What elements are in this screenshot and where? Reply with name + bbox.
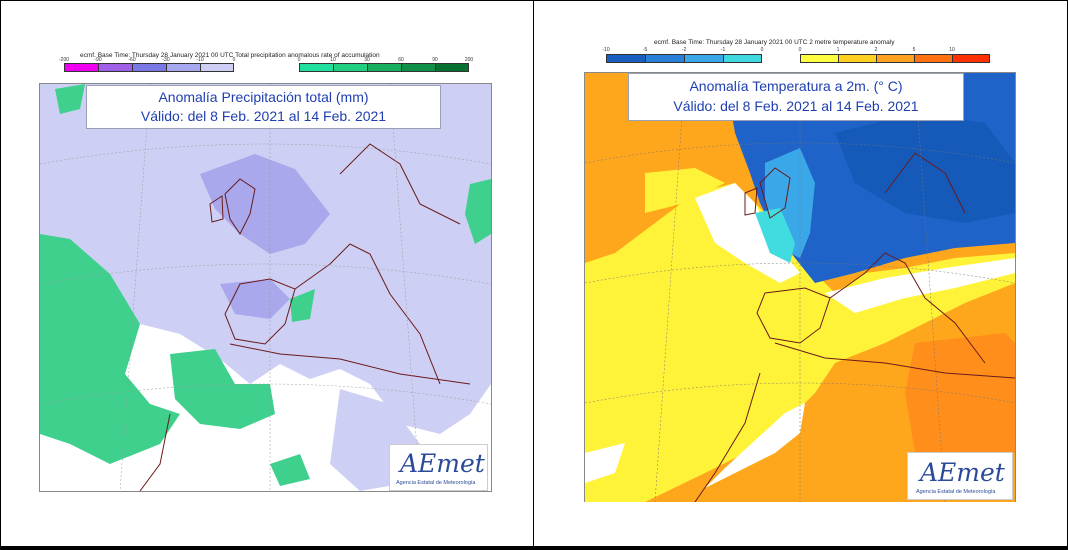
temperature-positive-ticks: 0 1 2 5 10 <box>798 47 990 53</box>
scale-swatch <box>200 63 234 72</box>
tick-label: -5 <box>642 47 648 53</box>
temperature-header: ecmf. Base Time: Thursday 28 January 202… <box>654 39 895 46</box>
scale-swatch <box>645 54 684 63</box>
tick-label: -1 <box>720 47 726 53</box>
tick-label: 10 <box>330 57 336 63</box>
temperature-positive-scale <box>800 54 990 63</box>
temperature-valid-range: Válido: del 8 Feb. 2021 al 14 Feb. 2021 <box>673 98 919 114</box>
tick-label: 0 <box>760 47 764 53</box>
scale-swatch <box>367 63 401 72</box>
tick-label: 200 <box>464 57 474 63</box>
precipitation-title-box: Anomalía Precipitación total (mm) Válido… <box>86 85 441 129</box>
aemet-logo-text: AEmet <box>920 458 1005 487</box>
tick-label: 10 <box>949 47 955 53</box>
temperature-negative-ticks: -10 -5 -2 -1 0 <box>602 47 764 53</box>
temperature-title-box: Anomalía Temperatura a 2m. (° C) Válido:… <box>628 73 964 121</box>
precipitation-valid-range: Válido: del 8 Feb. 2021 al 14 Feb. 2021 <box>140 108 387 124</box>
temperature-negative-scale <box>606 54 762 63</box>
precipitation-negative-ticks: -200 -90 -60 -30 -10 0 <box>59 57 236 63</box>
scale-swatch <box>952 54 990 63</box>
precipitation-map-graphic <box>40 84 491 491</box>
tick-label: 60 <box>398 57 404 63</box>
tick-label: -2 <box>681 47 687 53</box>
precipitation-negative-scale <box>64 63 234 72</box>
tick-label: -30 <box>162 57 170 63</box>
tick-label: -90 <box>94 57 102 63</box>
temperature-title: Anomalía Temperatura a 2m. (° C) <box>689 78 903 94</box>
aemet-logo-left: AEmet Agencia Estatal de Meteorología <box>389 444 488 491</box>
scale-swatch <box>723 54 762 63</box>
tick-label: 90 <box>432 57 438 63</box>
precipitation-header: ecmf. Base Time: Thursday 28 January 202… <box>80 52 380 59</box>
scale-swatch <box>800 54 838 63</box>
aemet-logo-subtitle: Agencia Estatal de Meteorología <box>396 480 476 486</box>
scale-swatch <box>401 63 435 72</box>
table-bottom-border <box>0 547 1068 550</box>
tick-label: 5 <box>912 47 916 53</box>
temperature-map-graphic <box>585 73 1015 502</box>
scale-swatch <box>166 63 200 72</box>
aemet-logo-subtitle: Agencia Estatal de Meteorología <box>916 489 996 495</box>
scale-swatch <box>64 63 98 72</box>
tick-label: -200 <box>58 57 70 63</box>
scale-swatch <box>299 63 333 72</box>
precipitation-panel: ecmf. Base Time: Thursday 28 January 202… <box>36 48 496 493</box>
precipitation-title: Anomalía Precipitación total (mm) <box>158 89 369 105</box>
scale-swatch <box>606 54 645 63</box>
scale-swatch <box>132 63 166 72</box>
aemet-logo-right: AEmet Agencia Estatal de Meteorología <box>907 452 1013 500</box>
tick-label: -60 <box>128 57 136 63</box>
precipitation-positive-ticks: 0 10 30 60 90 200 <box>297 57 474 63</box>
tick-label: -10 <box>602 47 610 53</box>
precipitation-map <box>39 83 492 492</box>
temperature-panel: ecmf. Base Time: Thursday 28 January 202… <box>582 38 1016 502</box>
tick-label: 0 <box>297 57 301 63</box>
scale-swatch <box>838 54 876 63</box>
scale-swatch <box>876 54 914 63</box>
scale-swatch <box>98 63 132 72</box>
temperature-map <box>584 72 1016 502</box>
tick-label: -10 <box>196 57 204 63</box>
scale-swatch <box>435 63 469 72</box>
scale-swatch <box>333 63 367 72</box>
tick-label: 1 <box>836 47 840 53</box>
scale-swatch <box>684 54 723 63</box>
tick-label: 0 <box>232 57 236 63</box>
aemet-logo-text: AEmet <box>400 449 485 478</box>
scale-swatch <box>914 54 952 63</box>
tick-label: 30 <box>364 57 370 63</box>
tick-label: 2 <box>874 47 878 53</box>
tick-label: 0 <box>798 47 802 53</box>
precipitation-positive-scale <box>299 63 469 72</box>
